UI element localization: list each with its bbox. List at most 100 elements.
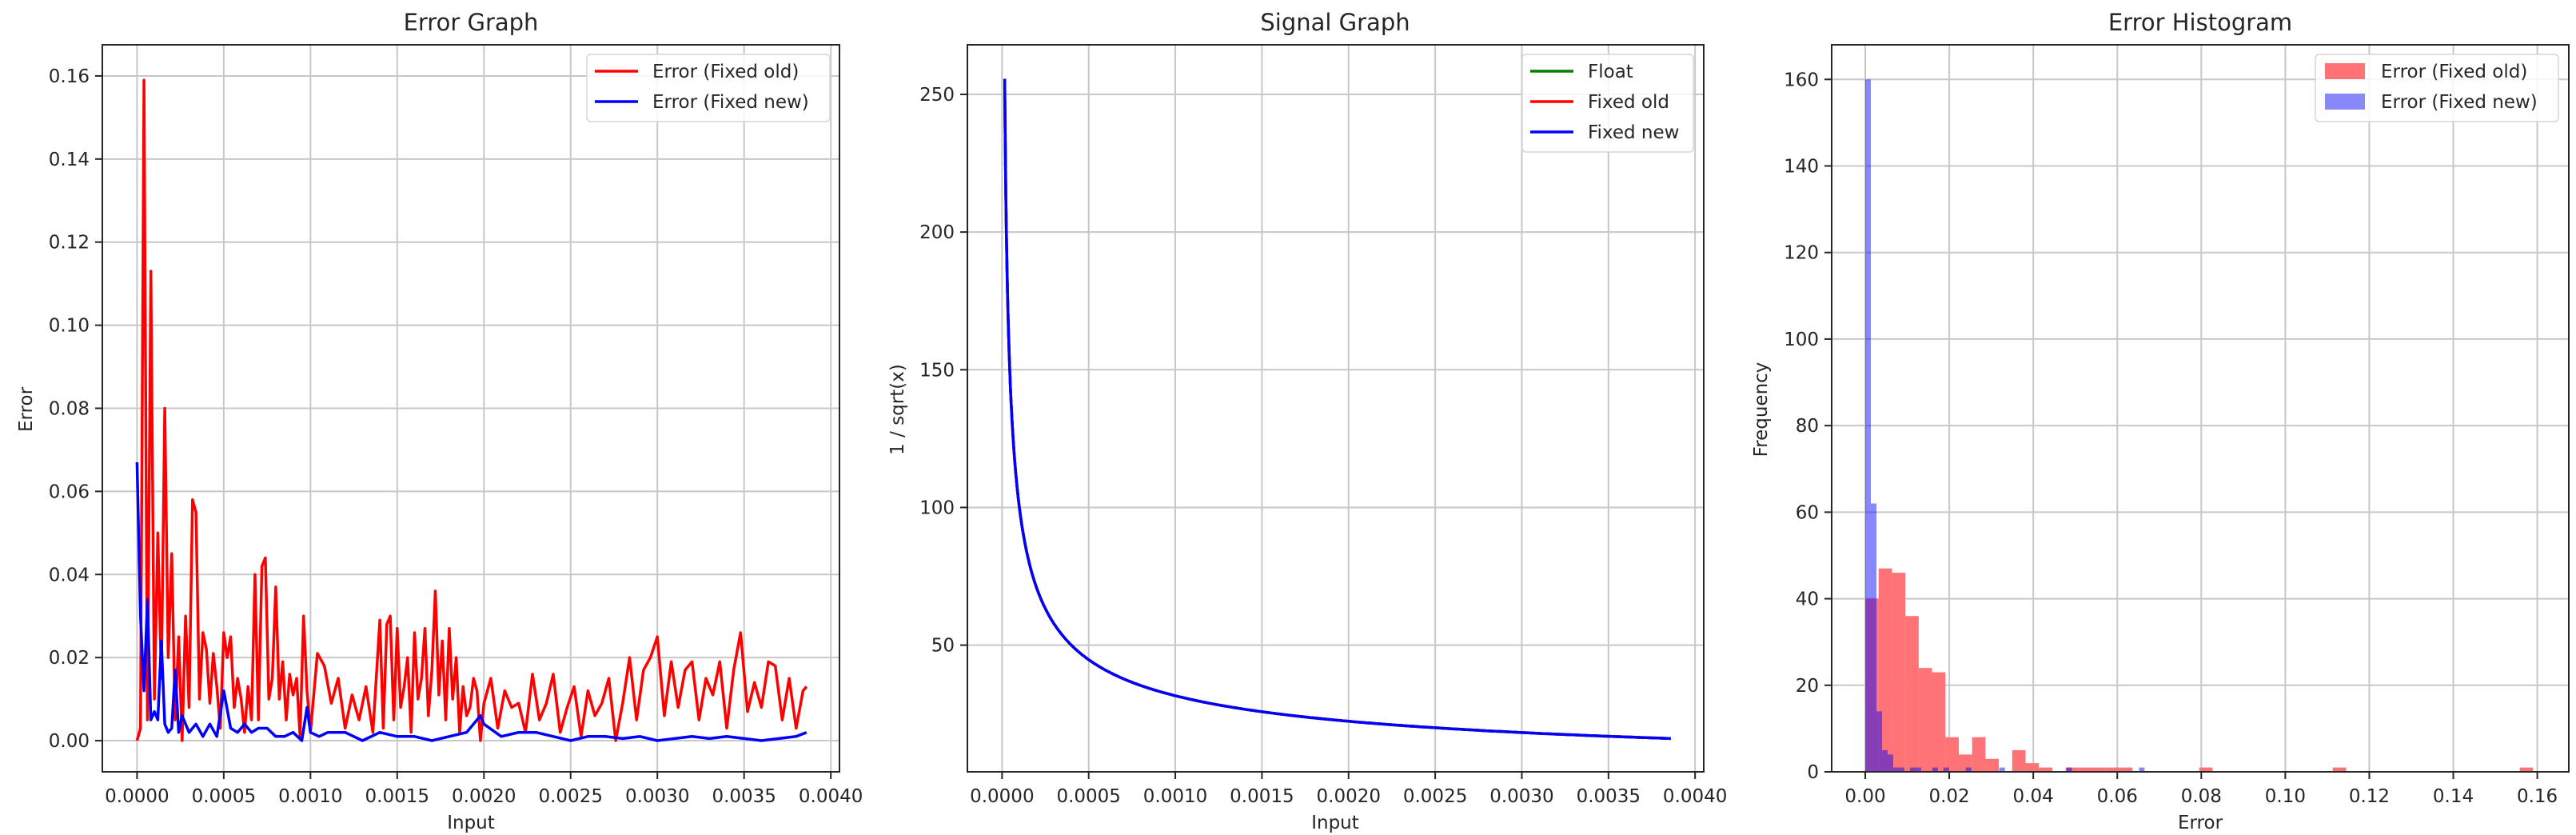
histogram-bar	[2092, 767, 2106, 772]
histogram-bar	[1999, 767, 2005, 772]
histogram-bar	[1881, 749, 1888, 772]
legend-box	[1521, 54, 1694, 153]
histogram-bar	[2119, 767, 2133, 772]
histogram-bar	[1915, 767, 1921, 772]
y-tick-label: 0.02	[49, 648, 90, 669]
histogram-bar	[1943, 767, 1949, 772]
error-histogram-frame	[1831, 44, 2570, 773]
legend-box	[2315, 54, 2559, 122]
histogram-bar	[1965, 767, 1972, 772]
histogram-bar	[1985, 758, 2000, 772]
error-histogram-title: Error Histogram	[2108, 9, 2292, 36]
error-graph-legend: Error (Fixed old) Error (Fixed new)	[586, 54, 831, 122]
histogram-bar	[1876, 711, 1882, 772]
error-graph-ylabel: Error	[16, 386, 37, 432]
x-tick-label: 0.0010	[278, 786, 342, 807]
x-tick-label: 0.0040	[799, 786, 863, 807]
y-tick-label: 0.12	[49, 233, 90, 254]
signal-graph-title: Signal Graph	[1260, 9, 1410, 36]
histogram-bar	[1958, 754, 1972, 772]
signal-graph-ticks: 0.0000 0.0005 0.0010 0.0015 0.0020 0.0025 0.00…	[919, 85, 1727, 807]
fixed-new-error-line	[135, 461, 807, 742]
x-tick-label: 0.0020	[452, 786, 516, 807]
histogram-bar	[1932, 672, 1946, 772]
histogram-bar	[2079, 767, 2093, 772]
y-tick-label: 40	[1796, 589, 1819, 610]
x-tick-label: 0.0035	[1577, 786, 1641, 807]
x-tick-label: 0.02	[1928, 786, 1969, 807]
y-tick-label: 140	[1784, 157, 1819, 178]
signal-graph-xlabel: Input	[1311, 813, 1359, 833]
y-tick-label: 0.14	[49, 150, 90, 170]
histogram-bar	[1909, 767, 1916, 772]
legend-label-fixed-old: Fixed old	[1588, 92, 1669, 113]
y-tick-label: 120	[1784, 243, 1819, 264]
x-tick-label: 0.0020	[1317, 786, 1381, 807]
fixed-old-bars	[1865, 568, 2534, 772]
error-histogram-legend: Error (Fixed old) Error (Fixed new)	[2315, 54, 2559, 122]
legend-label-fixed-new: Fixed new	[1588, 122, 1679, 143]
signal-graph-frame	[967, 44, 1705, 773]
x-tick-label: 0.16	[2517, 786, 2558, 807]
fixed-old-signal-line	[1003, 78, 1671, 741]
histogram-bar	[1905, 616, 1919, 772]
error-histogram-ylabel: Frequency	[1751, 362, 1772, 457]
y-tick-label: 0.08	[49, 399, 90, 420]
x-tick-label: 0.0000	[105, 786, 169, 807]
signal-graph-panel: Signal Graph 0.0000 0.0005 0.0010 0.0015 0.0…	[887, 9, 1727, 833]
legend-box	[586, 54, 831, 122]
histogram-bar	[2332, 767, 2347, 772]
y-tick-label: 50	[931, 636, 955, 657]
x-tick-label: 0.06	[2097, 786, 2138, 807]
histogram-bar	[1972, 737, 1986, 772]
histogram-bar	[1878, 568, 1892, 772]
legend-label-fixed-old: Error (Fixed old)	[2381, 62, 2527, 82]
signal-graph-legend: Float Fixed old Fixed new	[1521, 54, 1694, 153]
y-tick-label: 0.06	[49, 481, 90, 502]
x-tick-label: 0.0000	[970, 786, 1034, 807]
legend-label-fixed-new: Error (Fixed new)	[2381, 92, 2538, 113]
legend-label-fixed-old: Error (Fixed old)	[652, 62, 799, 82]
x-tick-label: 0.0040	[1663, 786, 1727, 807]
error-graph-lines	[135, 78, 808, 742]
histogram-bar	[1918, 668, 1932, 772]
y-tick-label: 100	[919, 497, 955, 518]
histogram-bar	[2039, 767, 2052, 772]
x-tick-label: 0.0030	[625, 786, 689, 807]
y-tick-label: 20	[1796, 676, 1819, 697]
histogram-bar	[2139, 767, 2145, 772]
y-tick-label: 0.04	[49, 565, 90, 585]
histogram-bar	[1892, 767, 1899, 772]
x-tick-label: 0.0035	[712, 786, 776, 807]
histogram-bar	[1887, 754, 1893, 772]
histogram-bar	[2105, 767, 2119, 772]
y-tick-label: 0	[1807, 762, 1819, 783]
histogram-bar	[1892, 573, 1906, 772]
signal-graph-grid	[967, 45, 1704, 772]
histogram-bar	[2199, 767, 2213, 772]
x-tick-label: 0.0010	[1143, 786, 1207, 807]
histogram-bar	[1871, 503, 1877, 772]
legend-red-patch-icon	[2325, 63, 2365, 79]
x-tick-label: 0.0005	[192, 786, 256, 807]
x-tick-label: 0.0015	[1230, 786, 1294, 807]
x-tick-label: 0.0025	[1403, 786, 1467, 807]
histogram-bar	[2065, 767, 2080, 772]
x-tick-label: 0.0025	[538, 786, 602, 807]
error-graph-panel: Error Graph 0.0000 0.0005 0.0010 0.0015 0.00…	[16, 9, 863, 833]
signal-graph-ylabel: 1 / sqrt(x)	[887, 364, 908, 455]
histogram-bar	[2066, 767, 2072, 772]
error-graph-grid	[102, 45, 839, 772]
fixed-new-bars	[1865, 79, 2145, 773]
y-tick-label: 150	[919, 360, 955, 381]
error-histogram-bars	[1865, 79, 2534, 773]
histogram-bar	[2519, 767, 2534, 772]
x-tick-label: 0.04	[2013, 786, 2054, 807]
x-tick-label: 0.00	[1844, 786, 1885, 807]
histogram-bar	[1898, 767, 1904, 772]
fixed-new-signal-line	[1003, 78, 1671, 741]
legend-blue-patch-icon	[2325, 94, 2365, 110]
histogram-bar	[1865, 79, 1872, 773]
y-tick-label: 0.00	[49, 731, 90, 752]
error-histogram-panel: Error Histogram 0.00 0.02 0.04 0.06 0.08 0.10…	[1751, 9, 2570, 833]
